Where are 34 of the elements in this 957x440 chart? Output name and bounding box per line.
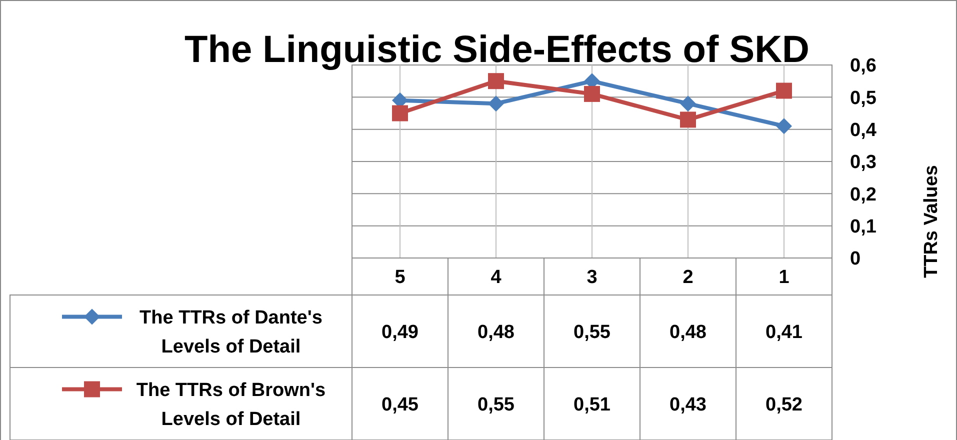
- point: [776, 82, 792, 99]
- x-tick-label: 1: [778, 267, 790, 288]
- y-tick-label: 0,2: [850, 184, 876, 206]
- y-axis-title: TTRs Values: [921, 165, 942, 278]
- data-label: 0,49: [382, 322, 418, 343]
- y-tick-label: 0,6: [850, 56, 876, 77]
- x-tick-label: 5: [394, 267, 406, 288]
- y-tick-label: 0,3: [850, 152, 876, 174]
- x-tick-label: 2: [682, 267, 694, 288]
- data-label: 0,51: [574, 394, 611, 416]
- point: [488, 73, 504, 90]
- point: [776, 118, 792, 134]
- point: [488, 96, 504, 112]
- point: [584, 86, 600, 102]
- data-label: 0,43: [670, 394, 706, 416]
- y-tick-label: 0: [850, 248, 861, 270]
- data-label: 0,48: [670, 322, 706, 343]
- x-tick-label: 4: [490, 267, 502, 288]
- legend-label: The TTRs of Dante's Levels of Detail: [140, 307, 322, 358]
- data-label: 0,55: [574, 322, 611, 343]
- point: [680, 112, 696, 128]
- point: [680, 96, 696, 112]
- chart-title: The Linguistic Side-Effects of SKD: [184, 29, 810, 71]
- y-tick-label: 0,5: [850, 88, 877, 109]
- data-label: 0,45: [382, 394, 419, 416]
- x-tick-label: 3: [586, 267, 598, 288]
- y-tick-label: 0,4: [850, 120, 877, 141]
- legend-label: The TTRs of Brown's Levels of Detail: [136, 380, 326, 430]
- data-label: 0,41: [766, 322, 803, 343]
- data-label: 0,55: [478, 394, 515, 416]
- point: [392, 105, 408, 122]
- data-label: 0,48: [478, 322, 514, 343]
- data-label: 0,52: [766, 394, 802, 416]
- y-tick-label: 0,1: [850, 216, 877, 238]
